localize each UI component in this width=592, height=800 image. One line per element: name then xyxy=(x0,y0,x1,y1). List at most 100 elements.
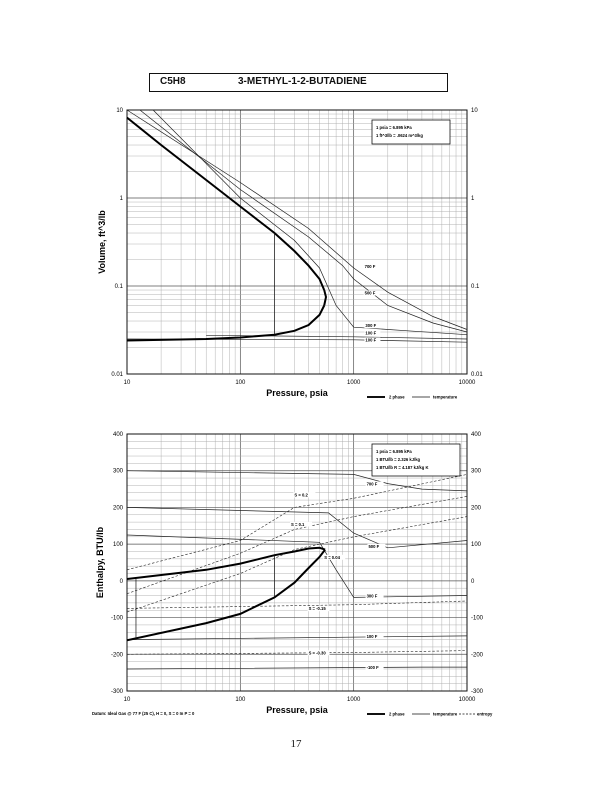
isotherm-label: 700 F xyxy=(365,264,376,269)
isotherm-line xyxy=(126,534,468,598)
entropy-label-bg xyxy=(307,606,330,612)
plot-frame xyxy=(126,433,468,692)
x-tick-label: 10 xyxy=(124,380,131,386)
y-tick-label: -200 xyxy=(111,652,124,658)
y-tick-label: 1 xyxy=(120,196,124,202)
entropy-label-bg xyxy=(290,521,313,527)
legend-2phase-label: 2 phase xyxy=(389,712,405,717)
page-number: 17 xyxy=(290,738,302,750)
isotherm-label: -100 F xyxy=(367,665,380,670)
legend-temperature-label: temperature xyxy=(433,712,458,717)
x-tick-label: 100 xyxy=(235,697,246,703)
isotherm-label: 100 F xyxy=(365,337,376,342)
x-tick-label: 10000 xyxy=(459,697,476,703)
y-axis-label: Enthalpy, BTU/lb xyxy=(95,526,105,598)
legend-entropy-label: entropy xyxy=(477,712,493,717)
isotherm-line xyxy=(152,109,468,336)
y-tick-label: 200 xyxy=(113,505,124,511)
enthalpy-chart: 700 F 500 F 300 F 100 F -100 F S = 0.2 S = 0.1… xyxy=(92,432,493,717)
y-tick-label-right: 0.1 xyxy=(471,284,480,290)
conversion-box xyxy=(371,443,461,477)
entropy-label: S = -0.30 xyxy=(309,650,327,655)
y-tick-label: -300 xyxy=(111,689,124,695)
entropy-line xyxy=(126,650,468,655)
conversion-text: 1 BTU/lb = 2.326 kJ/kg xyxy=(376,457,421,462)
entropy-label-bg xyxy=(307,650,330,656)
y-tick-label: -100 xyxy=(111,616,124,622)
y-tick-label: 0.01 xyxy=(111,372,123,378)
x-tick-label: 1000 xyxy=(347,380,361,386)
conversion-box xyxy=(371,119,451,145)
isotherm-label-bg xyxy=(365,664,384,670)
y-tick-label: 0 xyxy=(120,579,124,585)
y-tick-label: 300 xyxy=(113,469,124,475)
conversion-text: 1 psia = 6.895 kPa xyxy=(376,125,412,130)
entropy-line xyxy=(126,516,468,613)
isotherm-label: 300 F xyxy=(365,323,376,328)
entropy-label-bg xyxy=(323,554,346,560)
x-axis-label: Pressure, psia xyxy=(266,705,329,715)
chemical-formula: C5H8 xyxy=(160,76,186,87)
isotherm-label-bg xyxy=(364,330,381,336)
entropy-label: S = 0.2 xyxy=(294,492,308,497)
isotherm-line xyxy=(126,666,467,670)
isotherm-line xyxy=(139,109,468,333)
entropy-label-bg xyxy=(293,492,316,498)
isotherm-line xyxy=(126,635,468,640)
isotherm-line xyxy=(126,507,468,549)
conversion-text: 1 ft^3/lb = .0624 m^3/kg xyxy=(376,133,423,138)
x-axis-label: Pressure, psia xyxy=(266,388,329,398)
y-tick-label-right: 0.01 xyxy=(471,372,483,378)
entropy-line xyxy=(126,600,468,609)
isotherm-label-bg xyxy=(365,481,384,487)
y-tick-label-right: -100 xyxy=(471,616,484,622)
legend-temperature-label: temperature xyxy=(433,395,458,400)
dome-critical-line xyxy=(323,289,328,306)
entropy-label: S = -0.15 xyxy=(309,606,327,611)
entropy-line xyxy=(126,474,468,571)
chemical-name: 3-METHYL-1-2-BUTADIENE xyxy=(238,76,367,87)
conversion-text: 1 BTU/lb R = 4.187 kJ/kg K xyxy=(376,465,428,470)
y-axis-label: Volume, ft^3/lb xyxy=(97,210,107,274)
isotherm-line xyxy=(126,470,468,492)
dome-liquid-line xyxy=(126,305,326,342)
y-tick-label: 400 xyxy=(113,432,124,438)
plot-frame xyxy=(126,109,468,375)
isotherm-label-bg xyxy=(365,633,384,639)
x-tick-label: 10 xyxy=(124,697,131,703)
y-tick-label-right: 400 xyxy=(471,432,482,438)
isotherm-label-bg xyxy=(364,337,381,343)
chart-title-box: C5H8 3-METHYL-1-2-BUTADIENE xyxy=(149,73,448,92)
dome-vapor-line xyxy=(126,116,326,291)
y-tick-label-right: 200 xyxy=(471,505,482,511)
isotherm-label-bg xyxy=(363,264,380,270)
y-tick-label-right: 100 xyxy=(471,542,482,548)
entropy-label: S = 0.1 xyxy=(291,522,305,527)
conversion-text: 1 psia = 6.895 kPa xyxy=(376,449,412,454)
y-tick-label: 0.1 xyxy=(115,284,124,290)
isotherm-label-bg xyxy=(365,593,384,599)
y-tick-label-right: -300 xyxy=(471,689,484,695)
isotherm-label: 100 F xyxy=(365,331,376,336)
y-tick-label-right: 0 xyxy=(471,579,475,585)
legend-2phase-label: 2 phase xyxy=(389,395,405,400)
isotherm-label: 500 F xyxy=(365,291,376,296)
isotherm-label: 700 F xyxy=(367,481,378,486)
dome-liquid-line xyxy=(126,548,326,642)
datum-footnote: Datum: Ideal Gas @ 77 F (25 C), H = 0, S… xyxy=(92,711,195,716)
x-tick-label: 10000 xyxy=(459,380,476,386)
y-tick-label-right: 300 xyxy=(471,469,482,475)
isotherm-label: 300 F xyxy=(367,593,378,598)
entropy-label: S = 0.04 xyxy=(324,555,340,560)
y-tick-label-right: 1 xyxy=(471,196,475,202)
x-tick-label: 100 xyxy=(235,380,246,386)
isotherm-label-bg xyxy=(363,290,380,296)
isotherm-label-bg xyxy=(364,323,381,329)
isotherm-label-bg xyxy=(367,543,386,549)
isotherm-label: 500 F xyxy=(368,544,379,549)
y-tick-label-right: -200 xyxy=(471,652,484,658)
isotherm-label: 100 F xyxy=(367,634,378,639)
isotherm-line xyxy=(126,109,468,330)
